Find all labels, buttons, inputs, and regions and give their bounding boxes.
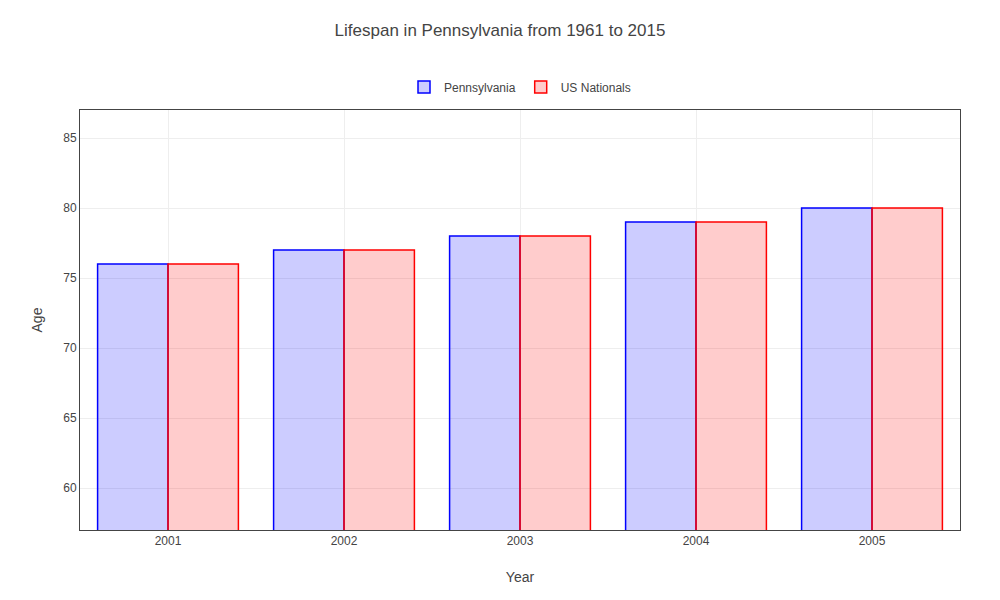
svg-text:75: 75 <box>63 271 77 285</box>
svg-text:85: 85 <box>63 131 77 145</box>
svg-text:60: 60 <box>63 481 77 495</box>
svg-text:US Nationals: US Nationals <box>561 81 631 95</box>
svg-text:Lifespan in Pennsylvania from: Lifespan in Pennsylvania from 1961 to 20… <box>335 21 666 40</box>
svg-text:2001: 2001 <box>155 534 182 548</box>
svg-text:Year: Year <box>506 569 535 585</box>
svg-text:2003: 2003 <box>507 534 534 548</box>
svg-text:80: 80 <box>63 201 77 215</box>
svg-text:Pennsylvania: Pennsylvania <box>444 81 516 95</box>
svg-text:2004: 2004 <box>683 534 710 548</box>
svg-text:2002: 2002 <box>331 534 358 548</box>
svg-text:Age: Age <box>29 307 45 332</box>
svg-text:2005: 2005 <box>859 534 886 548</box>
svg-text:70: 70 <box>63 341 77 355</box>
svg-text:65: 65 <box>63 411 77 425</box>
